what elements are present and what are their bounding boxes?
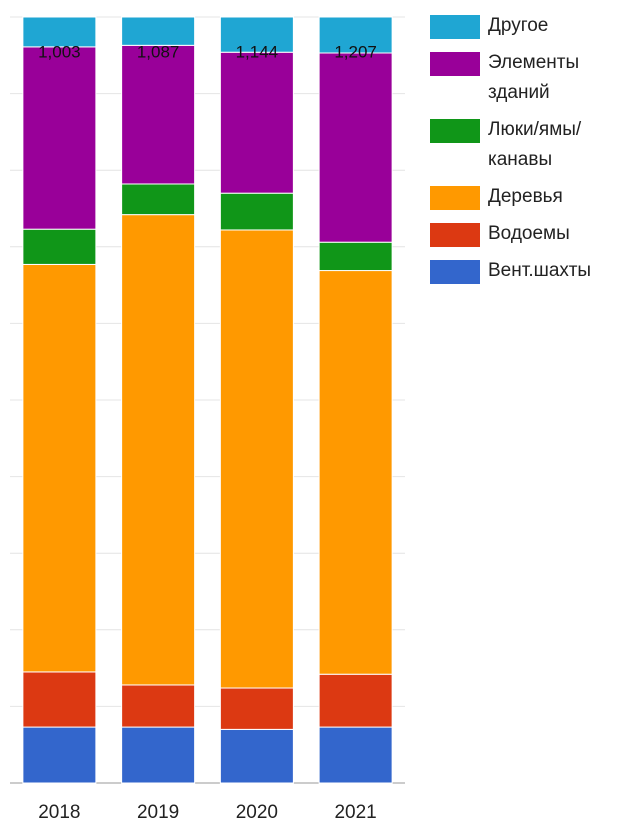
x-tick-label: 2021	[334, 802, 376, 823]
legend-item: Водоемы	[430, 222, 623, 249]
legend-item: Деревья	[430, 185, 623, 212]
bar-segment	[219, 192, 294, 231]
bar-segment	[318, 52, 393, 243]
legend-label: Другое	[488, 15, 549, 36]
total-label: 1,087	[137, 42, 180, 61]
bar-segment	[121, 183, 196, 216]
legend-swatch	[430, 186, 480, 210]
bar-segment	[318, 673, 393, 728]
legend-swatch	[430, 119, 480, 143]
legend-swatch	[430, 15, 480, 39]
bar-segment	[121, 684, 196, 728]
bar-segment	[121, 726, 196, 784]
bar-segment	[121, 16, 196, 46]
total-label: 1,207	[334, 42, 377, 61]
legend-swatch	[430, 223, 480, 247]
bar-segment	[219, 229, 294, 689]
legend-swatch	[430, 260, 480, 284]
legend: Другое Элементы зданий Люки/ямы/канавы Дере…	[430, 14, 623, 296]
legend-label: Деревья	[488, 186, 563, 207]
total-label: 1,003	[38, 42, 81, 61]
x-tick-label: 2018	[38, 802, 80, 823]
bar-segment	[318, 726, 393, 784]
bar-segment	[22, 263, 97, 673]
legend-label: Вент.шахты	[488, 260, 592, 281]
bar-segment	[22, 46, 97, 230]
legend-item: Люки/ямы/канавы	[430, 118, 623, 175]
legend-item: Вент.шахты	[430, 259, 623, 286]
bar-segment	[219, 51, 294, 194]
legend-item: Другое	[430, 14, 623, 41]
bar-segment	[318, 270, 393, 675]
bar-segment	[318, 16, 393, 54]
bar-segment	[22, 671, 97, 728]
total-label: 1,144	[236, 42, 279, 61]
bar-segment	[22, 16, 97, 48]
bar-segment	[121, 214, 196, 686]
legend-label: Элементы зданий	[488, 52, 580, 103]
legend-item: Элементы зданий	[430, 51, 623, 108]
legend-label: Люки/ямы/канавы	[488, 119, 582, 170]
x-tick-label: 2019	[137, 802, 179, 823]
bar-segment	[219, 687, 294, 730]
bar-segment	[219, 16, 294, 53]
legend-swatch	[430, 52, 480, 76]
legend-label: Водоемы	[488, 223, 570, 244]
x-tick-label: 2020	[236, 802, 278, 823]
bar-segment	[22, 228, 97, 265]
bar-segment	[22, 726, 97, 784]
bar-segment	[121, 44, 196, 185]
bar-segment	[318, 241, 393, 272]
bar-segment	[219, 728, 294, 784]
